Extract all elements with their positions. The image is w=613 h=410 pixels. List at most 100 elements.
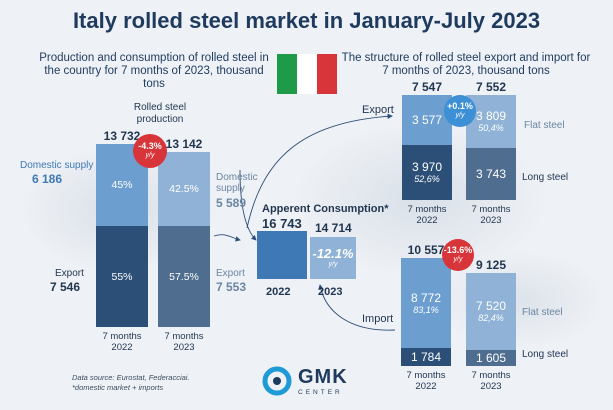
domestic-supply-value-2023: 5 589: [216, 196, 247, 210]
export-change-unit: y/y: [455, 112, 465, 119]
production-category-1: 7 months 2023: [150, 331, 218, 353]
consumption-category-2022: 2022: [266, 286, 291, 298]
export-long-steel-label: Long steel: [522, 172, 569, 183]
import-bar-top-0: 8 772 83,1%: [401, 258, 451, 348]
production-segment-share: 57.5%: [169, 270, 199, 283]
consumption-change-value: -12.1%: [312, 246, 354, 261]
import-segment-share: 83,1%: [413, 304, 439, 315]
production-segment-label-0-0: 45%: [96, 179, 148, 191]
import-category-1: 7 months 2023: [458, 370, 524, 392]
import-segment-share: 82,4%: [478, 313, 504, 324]
export-category-1: 7 months 2023: [458, 204, 524, 226]
arrow-import-to-consumption: [318, 284, 396, 331]
consumption-value-2022: 16 743: [262, 216, 302, 231]
domestic-supply-label-right: Domestic supply: [216, 172, 258, 194]
export-value-2023: 7 553: [216, 280, 247, 294]
import-segment-value: 1 784: [410, 349, 442, 364]
export-segment-label-1-0: 3 970 52,6%: [402, 160, 452, 184]
left-subtitle: Production and consumption of rolled ste…: [39, 52, 269, 90]
import-segment-label-1-1: 1 605: [466, 351, 516, 365]
domestic-supply-value-2022: 6 186: [32, 172, 63, 186]
import-category-line-0: 7 months: [471, 370, 511, 381]
export-bar-bottom-0: 3 970 52,6%: [402, 144, 452, 200]
consumption-category-2023: 2023: [318, 286, 343, 298]
export-change-value: +0.1%: [447, 101, 473, 111]
import-segment-label-1-0: 1 784: [401, 350, 451, 364]
flag-green-stripe: [277, 54, 297, 94]
consumption-bar-1: [310, 236, 356, 279]
import-category-line-1: 2022: [415, 381, 437, 392]
right-subtitle: The structure of rolled steel export and…: [341, 52, 591, 77]
export-bar-top-0: 3 577: [402, 95, 452, 145]
production-bar-bottom-1: 57.5%: [158, 226, 210, 327]
consumption-bar-0: [257, 231, 307, 279]
production-segment-share: 42.5%: [169, 183, 199, 196]
arrow-export-bar-link: [213, 234, 241, 242]
import-change-unit: y/y: [453, 256, 463, 263]
logo-text: GMK: [298, 366, 348, 388]
production-category-line-0: 7 months: [164, 331, 204, 342]
import-long-steel-label: Long steel: [522, 349, 569, 360]
consumption-value-2023: 14 714: [315, 221, 352, 235]
import-segment-value: 7 520: [475, 299, 507, 314]
export-label-right: Export: [216, 268, 245, 279]
export-chart-title: Export: [362, 104, 394, 116]
flag-white-stripe: [297, 54, 317, 94]
import-bar-top-1: 7 520 82,4%: [466, 272, 516, 350]
import-change-badge: -13.6% y/y: [442, 239, 474, 271]
production-change-unit: y/y: [145, 152, 155, 159]
export-segment-label-1-1: 3 743: [466, 167, 516, 181]
production-change-badge: -4.3% y/y: [133, 134, 167, 168]
source-line: Data source: Eurostat, Federacciai.: [72, 373, 190, 382]
export-segment-label-0-1: 3 809 50,4%: [466, 109, 516, 133]
export-segment-label-0-0: 3 577: [402, 113, 452, 127]
gmk-logo: GMK CENTER: [262, 366, 348, 396]
import-segment-value: 8 772: [410, 290, 442, 305]
consumption-change-unit: y/y: [328, 261, 338, 268]
import-bar-bottom-1: 1 605: [466, 349, 516, 366]
export-total-0: 7 547: [411, 80, 443, 95]
import-total-0: 10 557: [407, 243, 445, 257]
production-segment-label-1-1: 57.5%: [158, 271, 210, 283]
import-change-value: -13.6%: [443, 245, 473, 255]
export-value-2022: 7 546: [50, 280, 81, 294]
import-category-0: 7 months 2022: [393, 370, 459, 392]
italy-flag-icon: [277, 54, 337, 94]
import-segment-label-0-0: 8 772 83,1%: [401, 291, 451, 315]
data-source-note: Data source: Eurostat, Federacciai. *dom…: [72, 373, 190, 393]
production-category-line-1: 2023: [173, 342, 195, 353]
export-segment-share: 52,6%: [414, 174, 440, 185]
page-title: Italy rolled steel market in January-Jul…: [72, 8, 541, 33]
production-change-value: -4.3%: [138, 141, 162, 151]
import-segment-value: 1 605: [475, 350, 507, 365]
export-bar-top-1: 3 809 50,4%: [466, 95, 516, 148]
production-category-line-1: 2022: [111, 342, 133, 353]
gmk-logo-icon: [262, 366, 292, 396]
export-category-line-1: 2023: [480, 215, 502, 226]
import-flat-steel-label: Flat steel: [522, 307, 563, 318]
import-category-line-0: 7 months: [406, 370, 446, 381]
export-category-0: 7 months 2022: [394, 204, 460, 226]
export-segment-value: 3 577: [411, 112, 443, 127]
production-total-1: 13 142: [165, 136, 203, 151]
import-category-line-1: 2023: [480, 381, 502, 392]
arrow-domestic-to-consumption: [239, 169, 257, 241]
production-bar-bottom-0: 55%: [96, 226, 148, 327]
production-segment-label-0-1: 42.5%: [158, 183, 210, 195]
production-bar-top-1: 42.5%: [158, 151, 210, 227]
production-segment-share: 55%: [111, 270, 133, 283]
export-segment-value: 3 970: [411, 160, 443, 175]
export-label-left: Export: [55, 268, 84, 279]
production-total-0: 13 732: [103, 129, 141, 143]
export-segment-value: 3 809: [475, 109, 507, 124]
consumption-change: -12.1% y/y: [312, 246, 354, 268]
export-category-line-0: 7 months: [471, 204, 511, 215]
import-bar-bottom-0: 1 784: [401, 347, 451, 366]
export-flat-steel-label: Flat steel: [524, 120, 565, 131]
export-change-badge: +0.1% y/y: [444, 95, 476, 127]
footnote-line: *domestic market + imports: [72, 383, 164, 392]
export-bar-bottom-1: 3 743: [466, 147, 516, 200]
production-category-line-0: 7 months: [102, 331, 142, 342]
export-total-1: 7 552: [475, 80, 507, 94]
arrow-to-export: [246, 113, 393, 229]
